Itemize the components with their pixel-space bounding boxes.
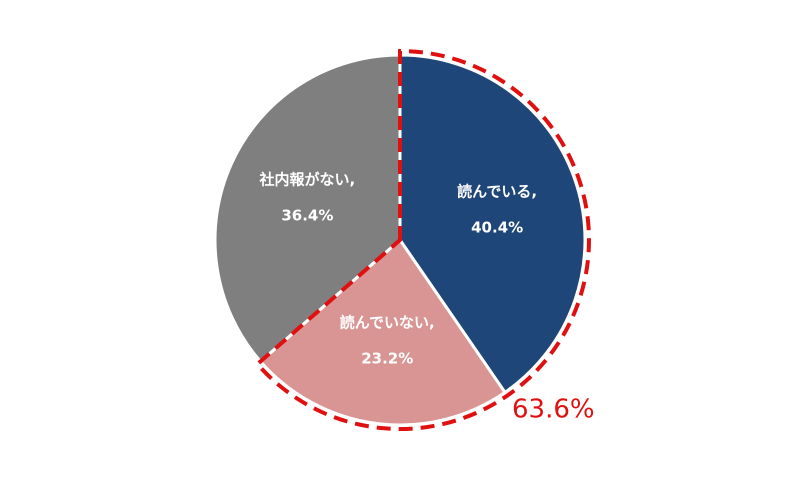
pie-slice <box>258 237 508 427</box>
slice-label: 読んでいない, <box>340 313 435 331</box>
value-label: 23.2% <box>361 349 413 367</box>
value-label: 36.4% <box>281 206 333 224</box>
slice-label: 社内報がない, <box>259 170 356 188</box>
slice-label: 読んでいる, <box>457 182 537 200</box>
annotation-label: 63.6% <box>512 395 595 425</box>
pie-slice <box>398 53 587 395</box>
pie-slice <box>213 53 402 364</box>
annotation-outline <box>254 48 591 431</box>
value-label: 40.4% <box>471 218 523 236</box>
